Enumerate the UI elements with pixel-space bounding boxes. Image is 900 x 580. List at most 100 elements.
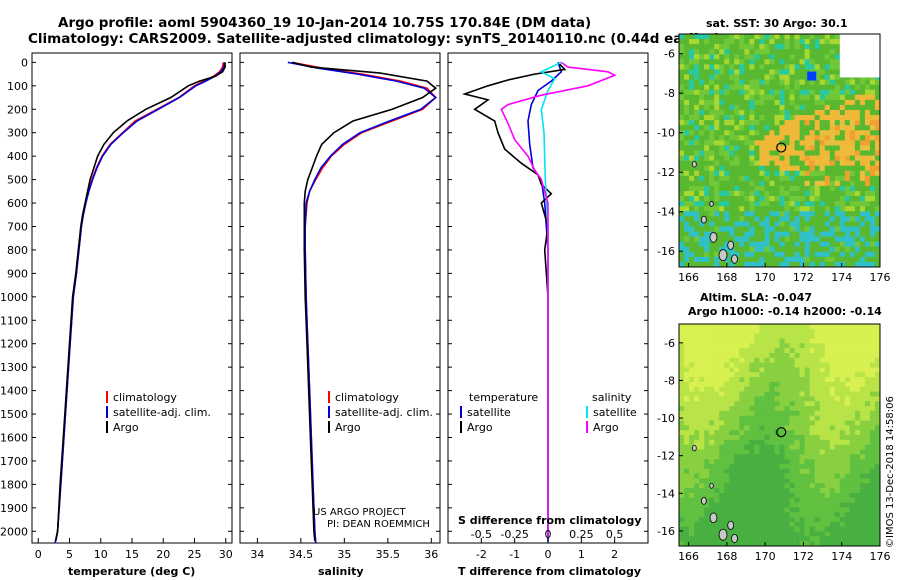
map-cell [864, 454, 871, 460]
map-cell [834, 439, 841, 445]
map-cell [869, 459, 876, 465]
map-cell [754, 338, 760, 344]
map-cell [744, 454, 750, 460]
map-cell [864, 406, 871, 412]
map-cell [784, 343, 790, 349]
map-cell [799, 396, 805, 402]
map-cell [824, 34, 831, 40]
map-cell [714, 507, 720, 513]
map-cell [684, 541, 690, 547]
map-cell [739, 415, 745, 421]
map-cell [794, 201, 800, 207]
map-cell [719, 338, 725, 344]
map-cell [789, 175, 795, 182]
map-cell [754, 64, 760, 70]
map-cell [769, 444, 775, 450]
map-cell [694, 221, 700, 227]
map-cell [784, 541, 790, 547]
map-cell [779, 44, 785, 50]
map-cell [774, 444, 780, 450]
map-cell [814, 180, 820, 187]
map-cell [679, 352, 685, 359]
map-cell [839, 357, 846, 363]
map-cell [874, 196, 881, 202]
map-cell [794, 536, 800, 542]
map-cell [714, 425, 720, 431]
map-cell [714, 145, 720, 151]
map-cell [684, 135, 690, 141]
map-cell [794, 507, 800, 513]
map-cell [684, 386, 690, 392]
map-cell [739, 449, 745, 455]
map-cell [809, 115, 815, 121]
map-cell [819, 99, 826, 106]
map-cell [794, 381, 800, 388]
map-cell [819, 140, 826, 146]
map-cell [839, 150, 846, 156]
map-cell [714, 160, 720, 166]
map-cell [819, 150, 826, 156]
map-cell [809, 94, 815, 101]
map-cell [774, 488, 780, 494]
island [709, 512, 718, 524]
map-cell [694, 44, 700, 50]
map-cell [754, 415, 760, 421]
map-cell [809, 497, 815, 503]
map-cell [794, 170, 800, 177]
map-cell [754, 39, 760, 45]
map-cell [849, 180, 856, 187]
map-cell [874, 120, 881, 126]
map-cell [734, 415, 740, 421]
map-cell [779, 211, 785, 217]
map-cell [684, 160, 690, 166]
map-cell [734, 435, 740, 441]
map-cell [874, 211, 881, 217]
map-cell [864, 261, 871, 268]
map-cell [744, 333, 750, 339]
map-cell [704, 507, 710, 513]
map-cell [769, 541, 775, 547]
map-cell [744, 160, 750, 166]
map-cell [779, 338, 785, 344]
salinity-x-ticks: 34 34.5 35 35.5 36 [250, 538, 438, 561]
map-cell [729, 415, 735, 421]
map-cell [759, 49, 765, 55]
map-cell [809, 84, 815, 91]
map-cell [764, 478, 770, 484]
map-cell [869, 94, 876, 101]
map-cell [764, 492, 770, 499]
map-cell [769, 109, 775, 116]
map-cell [734, 201, 740, 207]
map-cell [744, 372, 750, 378]
map-cell [784, 226, 790, 232]
map-cell [749, 145, 755, 151]
map-cell [679, 221, 685, 227]
map-cell [859, 165, 866, 172]
map-cell [714, 381, 720, 388]
map-cell [814, 328, 820, 334]
map-cell [799, 415, 805, 421]
map-cell [864, 357, 871, 363]
map-cell [704, 396, 710, 402]
map-cell [739, 89, 745, 96]
map-cell [794, 69, 800, 75]
map-cell [854, 425, 861, 431]
map-cell [859, 372, 866, 378]
map-cell [809, 39, 815, 45]
map-cell [754, 44, 760, 50]
x-tick-label: 35 [337, 548, 351, 561]
map-cell [839, 221, 846, 227]
map-cell [789, 362, 795, 368]
map-cell [689, 536, 695, 542]
map-cell [724, 396, 730, 402]
map-cell [694, 79, 700, 85]
map-cell [759, 497, 765, 503]
map-cell [754, 381, 760, 388]
map-cell [754, 160, 760, 166]
map-cell [684, 206, 690, 212]
map-cell [809, 343, 815, 349]
map-cell [814, 236, 820, 242]
map-cell [849, 415, 856, 421]
map-cell [859, 483, 866, 489]
map-cell [754, 79, 760, 85]
